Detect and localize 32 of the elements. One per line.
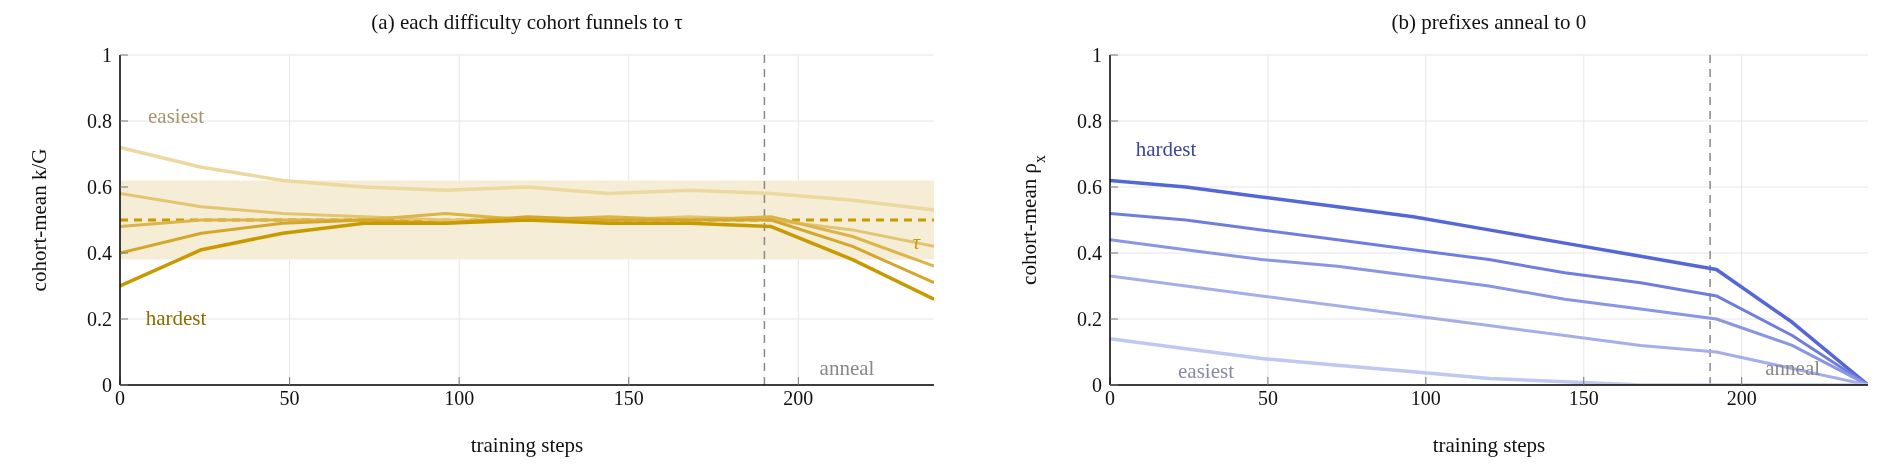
x-tick-label: 50	[279, 387, 300, 410]
y-tick-label: 0.8	[87, 110, 112, 133]
line-series	[120, 215, 934, 285]
chart-title: (a) each difficulty cohort funnels to τ	[370, 10, 684, 35]
y-axis-title: cohort-mean k/G	[27, 148, 51, 292]
y-tick-label: 0.4	[87, 242, 112, 265]
x-tick-label: 150	[1568, 387, 1599, 410]
chart-title: (b) prefixes anneal to 0	[1390, 10, 1588, 35]
y-tick-label: 0.8	[1077, 110, 1102, 133]
x-tick-label: 100	[444, 387, 475, 410]
y-tick-label: 1	[1092, 44, 1102, 67]
x-tick-label: 50	[1257, 387, 1278, 410]
ref-line-label: τ	[912, 229, 922, 254]
x-tick-label: 100	[1410, 387, 1441, 410]
y-tick-label: 0.6	[1077, 176, 1102, 199]
series-label: easiest	[1178, 358, 1235, 383]
line-series	[120, 145, 934, 212]
x-axis-title: training steps	[1432, 432, 1546, 457]
y-tick-label: 0.2	[87, 308, 112, 331]
y-tick-label: 0.4	[1077, 242, 1102, 265]
series-label: easiest	[148, 104, 205, 129]
y-tick-label: 1	[102, 44, 112, 67]
x-tick-label: 200	[783, 387, 814, 410]
y-tick-label: 0.6	[87, 176, 112, 199]
series-label: hardest	[145, 305, 207, 330]
x-tick-label: 150	[613, 387, 644, 410]
line-series	[120, 218, 934, 301]
series-label: hardest	[1135, 137, 1197, 162]
x-tick-label: 200	[1726, 387, 1757, 410]
y-tick-label: 0.2	[1077, 308, 1102, 331]
x-axis-title: training steps	[470, 432, 584, 457]
ref-line-label: anneal	[819, 356, 875, 380]
